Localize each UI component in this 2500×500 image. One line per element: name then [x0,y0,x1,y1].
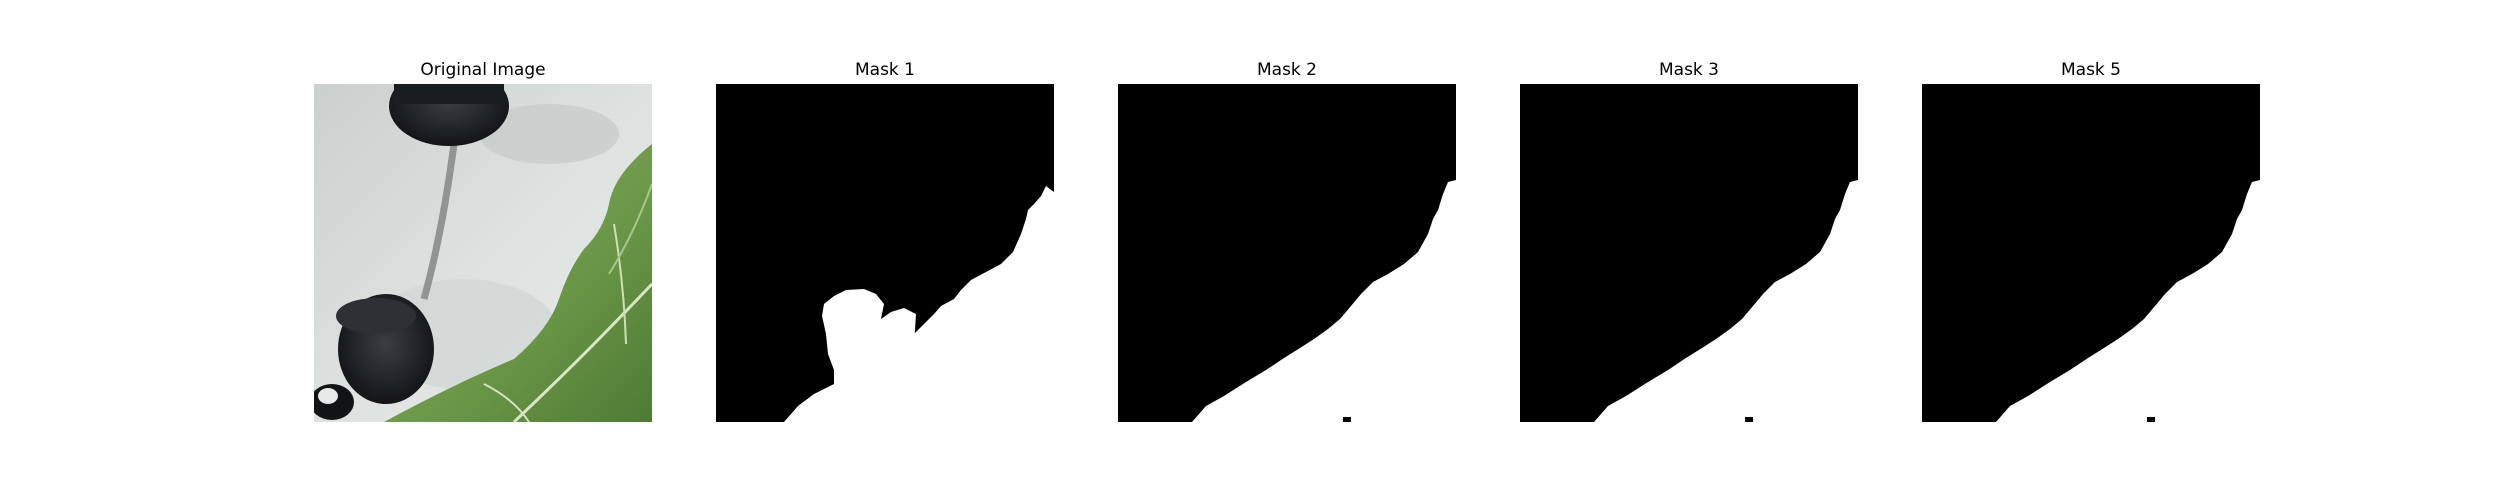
mask-blob [822,289,916,389]
panel-title: Mask 1 [854,60,915,80]
mask-speck [2147,417,2155,422]
original-photo [314,84,652,422]
mask-image [1118,84,1456,422]
mask-foreground [1192,180,1456,422]
lower-pot-top [336,298,416,334]
tube [420,143,458,300]
panel-original-image: Original Image [314,0,652,500]
mask-foreground [1996,180,2260,422]
leaf-vein [512,282,652,422]
panel-mask-5: Mask 5 [1922,0,2260,500]
mask-speck [1745,417,1753,422]
mask-image [1520,84,1858,422]
panel-title: Original Image [420,60,546,80]
mask-speck [1343,417,1351,422]
mask-image [716,84,1054,422]
panel-title: Mask 2 [1256,60,1317,80]
leaf-vein [608,183,652,275]
top-pot-rim [394,84,504,104]
mask-foreground [1594,180,1858,422]
leaf-vein [483,383,530,422]
mask-foreground [784,186,1054,422]
panel-mask-1: Mask 1 [716,0,1054,500]
bottom-pot-highlight [318,388,338,404]
panel-mask-2: Mask 2 [1118,0,1456,500]
mask-image [1922,84,2260,422]
panel-title: Mask 3 [1658,60,1719,80]
panel-title: Mask 5 [2060,60,2121,80]
panel-mask-3: Mask 3 [1520,0,1858,500]
wall-shadow [479,104,619,164]
leaf-vein [613,223,627,345]
